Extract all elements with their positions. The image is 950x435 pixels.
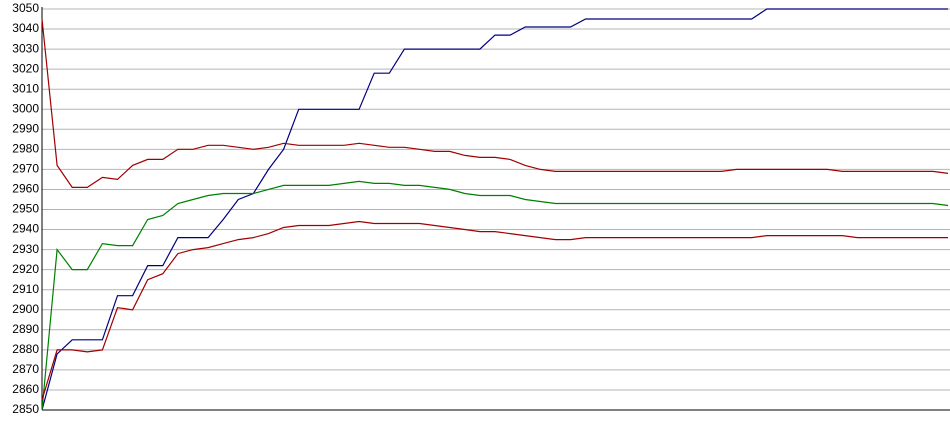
y-tick-label: 3020 [12,61,39,75]
series-line [41,18,949,188]
y-tick-label: 2940 [12,222,39,236]
y-tick-label: 2960 [12,182,39,196]
y-tick-label: 2850 [12,402,39,416]
y-tick-label: 2900 [12,302,39,316]
y-tick-label: 3010 [12,81,39,95]
series-line [41,220,948,401]
y-tick-label: 2860 [12,382,39,396]
y-tick-label: 2950 [12,202,39,216]
y-tick-label: 3050 [12,1,39,15]
y-tick-label: 2970 [12,162,39,176]
y-tick-label: 2870 [12,362,39,376]
y-tick-label: 2890 [12,322,39,336]
y-tick-label: 2880 [12,342,39,356]
series-line [41,180,949,411]
y-tick-label: 2930 [12,242,39,256]
y-tick-label: 3040 [12,21,39,35]
y-tick-label: 2910 [12,282,39,296]
y-tick-label: 2920 [12,262,39,276]
y-tick-label: 2980 [12,142,39,156]
y-tick-label: 3000 [12,101,39,115]
series-line [41,8,948,411]
y-tick-label: 2990 [12,121,39,135]
y-tick-label: 3030 [12,41,39,55]
